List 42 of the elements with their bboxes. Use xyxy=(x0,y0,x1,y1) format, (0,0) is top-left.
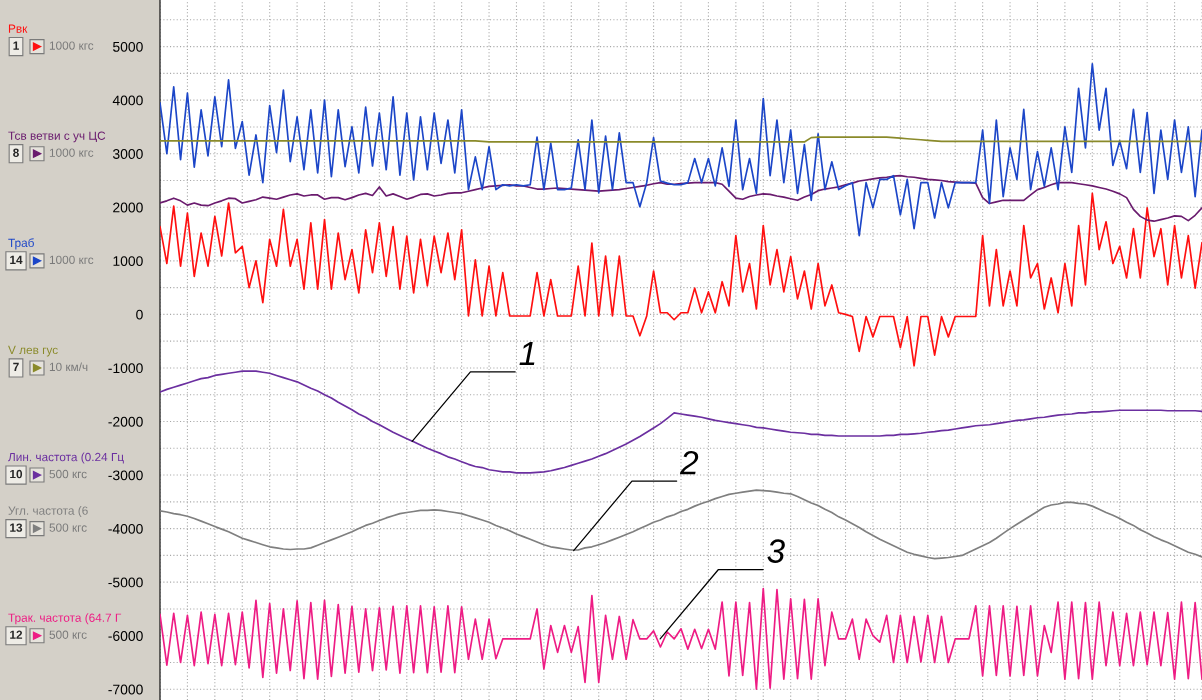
line-series xyxy=(160,192,1202,367)
y-tick-label: 3000 xyxy=(112,149,143,159)
y-tick-label: 0 xyxy=(136,309,143,320)
text: 14 xyxy=(10,255,23,264)
text: 7 xyxy=(13,362,19,371)
text: 1000 кгс xyxy=(49,41,94,50)
text: 500 кгс xyxy=(49,523,87,532)
line-series xyxy=(160,587,1202,691)
y-tick-label: 4000 xyxy=(112,95,143,106)
y-tick-label: -5000 xyxy=(108,577,143,588)
y-tick-label: -2000 xyxy=(108,416,143,427)
y-tick-label: 5000 xyxy=(112,41,143,52)
text: 12 xyxy=(10,630,23,639)
text: 500 кгс xyxy=(49,630,87,639)
y-tick-label: 2000 xyxy=(113,202,143,213)
line-series xyxy=(160,62,1202,237)
text: 500 кгс xyxy=(49,469,87,479)
text: Траб xyxy=(8,238,34,250)
text: Тсв ветви с уч ЦС xyxy=(8,131,106,143)
y-tick-label: -4000 xyxy=(108,523,143,534)
line-series xyxy=(160,174,1202,223)
text: 1 xyxy=(13,41,19,50)
text: 10 xyxy=(10,469,23,479)
line-series xyxy=(160,370,1202,474)
text: 10 км/ч xyxy=(49,362,88,372)
text: 1000 кгс xyxy=(49,148,94,157)
text: Рвк xyxy=(8,24,28,33)
y-tick-label: -3000 xyxy=(108,470,143,481)
y-tick-label: -6000 xyxy=(108,631,143,641)
y-tick-label: -1000 xyxy=(108,363,143,374)
text: 1000 кгс xyxy=(49,255,94,264)
y-tick-label: 1000 xyxy=(113,256,143,266)
annotation: 2 xyxy=(679,450,699,475)
text: Угл. частота (6 xyxy=(8,506,88,518)
text: Трак. частота (64.7 Г xyxy=(8,613,122,625)
annotation: 3 xyxy=(767,539,785,563)
text: 8 xyxy=(13,148,19,157)
annotation: 1 xyxy=(519,342,535,365)
text: Лин. частота (0.24 Гц xyxy=(8,452,124,464)
text: 13 xyxy=(10,523,23,532)
text: V лев гус xyxy=(8,345,58,357)
y-tick-label: -7000 xyxy=(108,684,143,695)
